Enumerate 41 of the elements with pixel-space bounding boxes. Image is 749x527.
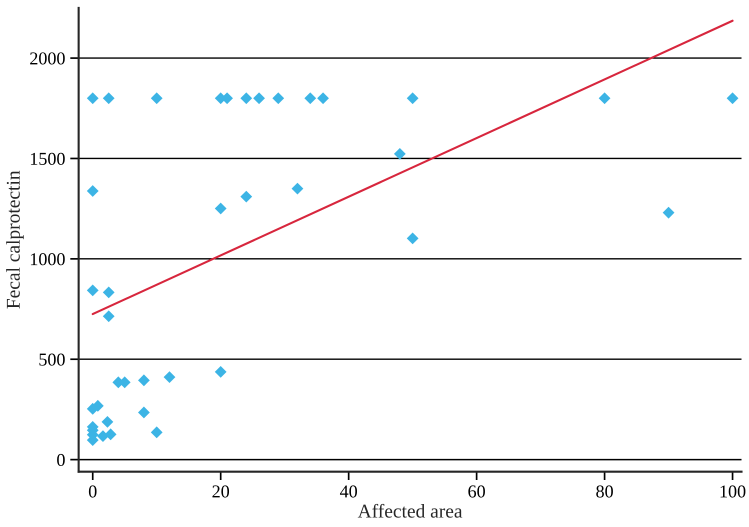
x-tick-label: 80 bbox=[596, 485, 613, 498]
point bbox=[304, 92, 316, 104]
y-tick-label: 500 bbox=[39, 353, 65, 366]
point bbox=[240, 190, 252, 203]
point bbox=[102, 92, 115, 104]
point bbox=[662, 206, 674, 219]
point bbox=[598, 92, 610, 104]
point bbox=[214, 202, 227, 214]
point bbox=[138, 406, 150, 418]
point bbox=[138, 374, 150, 386]
x-tick-label: 20 bbox=[212, 485, 230, 498]
point bbox=[150, 92, 163, 104]
point bbox=[102, 416, 114, 428]
y-tick-label: 2000 bbox=[30, 52, 65, 65]
point bbox=[150, 426, 163, 438]
point bbox=[394, 148, 406, 160]
point bbox=[86, 92, 99, 104]
x-tick-label: 100 bbox=[720, 485, 746, 498]
y-axis-title: Fecal calprotectin bbox=[6, 170, 24, 309]
x-axis-title: Affected area bbox=[358, 504, 462, 518]
point bbox=[102, 310, 115, 322]
point bbox=[240, 92, 252, 104]
point bbox=[104, 428, 117, 440]
y-tick-label: 1500 bbox=[30, 152, 65, 165]
point bbox=[86, 185, 99, 197]
point bbox=[272, 92, 284, 104]
point bbox=[406, 232, 419, 244]
y-tick-label: 1000 bbox=[30, 253, 65, 266]
point bbox=[726, 92, 738, 104]
point bbox=[317, 92, 329, 104]
y-tick-label: 0 bbox=[57, 454, 65, 466]
x-tick-label: 0 bbox=[88, 485, 97, 498]
point bbox=[102, 286, 115, 298]
point bbox=[214, 366, 227, 378]
x-tick-label: 60 bbox=[468, 485, 485, 498]
point bbox=[406, 92, 419, 104]
point bbox=[253, 92, 265, 104]
x-tick-label: 40 bbox=[340, 485, 357, 498]
point bbox=[164, 371, 176, 383]
point bbox=[86, 284, 99, 296]
point bbox=[292, 182, 304, 194]
